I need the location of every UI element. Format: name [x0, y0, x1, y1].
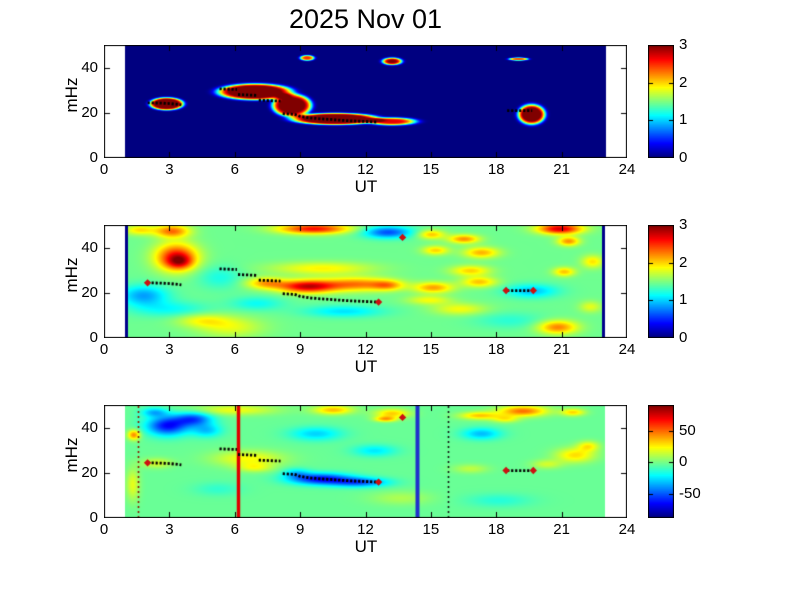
y-tick-label: 0 [89, 509, 98, 526]
panel-bottom: mHz UT 0 3 6 9 12 15 18 21 24 0 20 40 50 0 -50 [0, 405, 801, 556]
x-tick-label: 0 [99, 521, 109, 538]
x-tick-label: 18 [487, 521, 505, 538]
colorbar-tick-label: 0 [679, 149, 688, 166]
x-tick-label: 15 [422, 161, 440, 178]
x-tick-label: 15 [422, 521, 440, 538]
colorbar-tick-label: 50 [679, 421, 696, 439]
spectrogram-heatmap-bottom [104, 405, 627, 518]
y-tick-label: 40 [81, 418, 98, 436]
colorbar-middle [648, 225, 674, 338]
colorbar-bottom [648, 405, 674, 518]
x-tick-label: 12 [357, 341, 374, 358]
colorbar-tick-label: 2 [679, 253, 688, 271]
x-axis-label: UT [354, 357, 378, 376]
x-tick-label: 9 [295, 341, 305, 358]
x-tick-label: 3 [165, 341, 174, 358]
x-tick-label: 18 [487, 341, 505, 358]
x-tick-label: 21 [553, 161, 570, 178]
y-tick-label: 0 [89, 149, 98, 166]
x-tick-label: 9 [295, 161, 305, 178]
x-tick-label: 0 [99, 161, 109, 178]
x-tick-label: 6 [230, 521, 239, 538]
colorbar-tick-label: 3 [679, 216, 688, 233]
x-axis-label: UT [354, 537, 378, 556]
x-tick-label: 12 [357, 161, 374, 178]
x-tick-label: 3 [165, 521, 174, 538]
y-tick-label: 40 [81, 238, 98, 256]
panel-top: mHz UT 0 3 6 9 12 15 18 21 24 0 20 40 3 2 1 0 [0, 37, 801, 197]
y-tick-label: 20 [81, 463, 98, 481]
x-tick-label: 21 [553, 521, 570, 538]
x-tick-label: 6 [230, 341, 239, 358]
colorbar-top [648, 45, 674, 158]
colorbar-tick-label: 3 [679, 36, 688, 53]
panel-middle: mHz UT 0 3 6 9 12 15 18 21 24 0 20 40 3 2 1 0 [0, 217, 801, 377]
x-tick-label: 24 [618, 161, 636, 178]
y-tick-label: 20 [81, 283, 98, 301]
colorbar-tick-label: 2 [679, 73, 688, 91]
colorbar-tick-label: 1 [679, 291, 688, 309]
x-tick-label: 12 [357, 521, 374, 538]
colorbar-tick-label: 1 [679, 111, 688, 129]
x-tick-label: 18 [487, 161, 505, 178]
colorbar-tick-label: 0 [679, 329, 688, 346]
x-tick-label: 24 [618, 521, 636, 538]
spectrogram-heatmap-top [104, 45, 627, 158]
figure-title: 2025 Nov 01 [288, 4, 443, 34]
x-axis-label: UT [354, 177, 378, 196]
y-tick-label: 0 [89, 329, 98, 346]
x-tick-label: 24 [618, 341, 636, 358]
x-tick-label: 9 [295, 521, 305, 538]
x-tick-label: 3 [165, 161, 174, 178]
x-tick-label: 21 [553, 341, 570, 358]
colorbar-tick-label: -50 [679, 484, 701, 502]
y-tick-label: 20 [81, 103, 98, 121]
spectrogram-heatmap-middle [104, 225, 627, 338]
x-tick-label: 0 [99, 341, 109, 358]
y-tick-label: 40 [81, 58, 98, 76]
x-tick-label: 15 [422, 341, 440, 358]
colorbar-tick-label: 0 [679, 453, 688, 471]
x-tick-label: 6 [230, 161, 239, 178]
